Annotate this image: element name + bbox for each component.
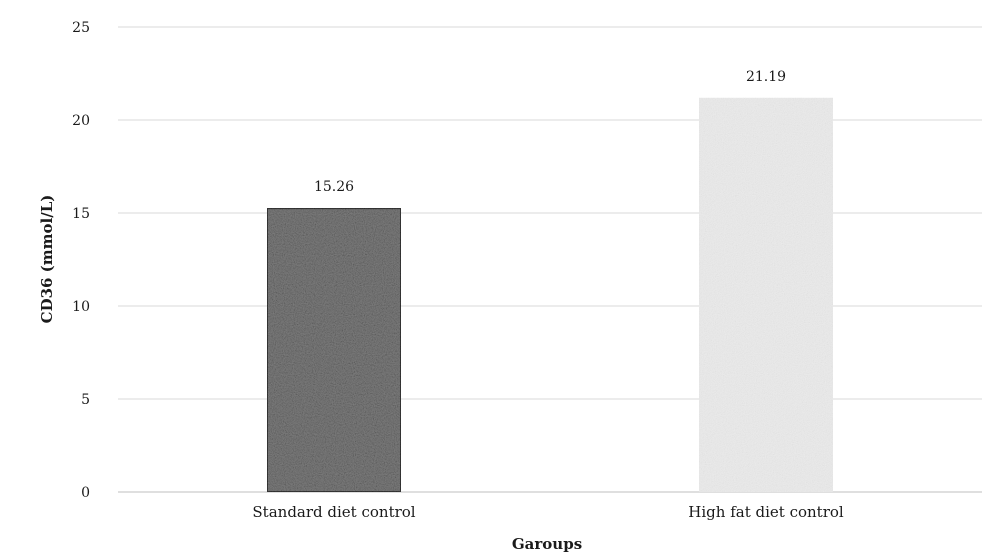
y-tick-label: 10 [72, 299, 90, 315]
x-axis-categories: Standard diet control High fat diet contr… [252, 503, 843, 521]
x-category-label: High fat diet control [688, 503, 844, 521]
bar-value-label: 15.26 [314, 179, 354, 195]
y-tick-label: 5 [81, 392, 90, 408]
bar-value-label: 21.19 [746, 69, 786, 85]
y-tick-label: 25 [72, 20, 90, 36]
y-axis-ticks: 0 5 10 15 20 25 [72, 20, 90, 501]
x-axis-title: Garoups [512, 535, 582, 553]
bar-1 [266, 207, 402, 493]
y-tick-label: 0 [81, 485, 90, 501]
y-tick-label: 15 [72, 206, 90, 222]
bar-2 [699, 97, 833, 492]
gridlines [118, 26, 982, 493]
y-axis-title: CD36 (mmol/L) [38, 195, 56, 324]
bars: 15.26 21.19 [266, 69, 833, 493]
x-category-label: Standard diet control [252, 503, 415, 521]
y-tick-label: 20 [72, 113, 90, 129]
